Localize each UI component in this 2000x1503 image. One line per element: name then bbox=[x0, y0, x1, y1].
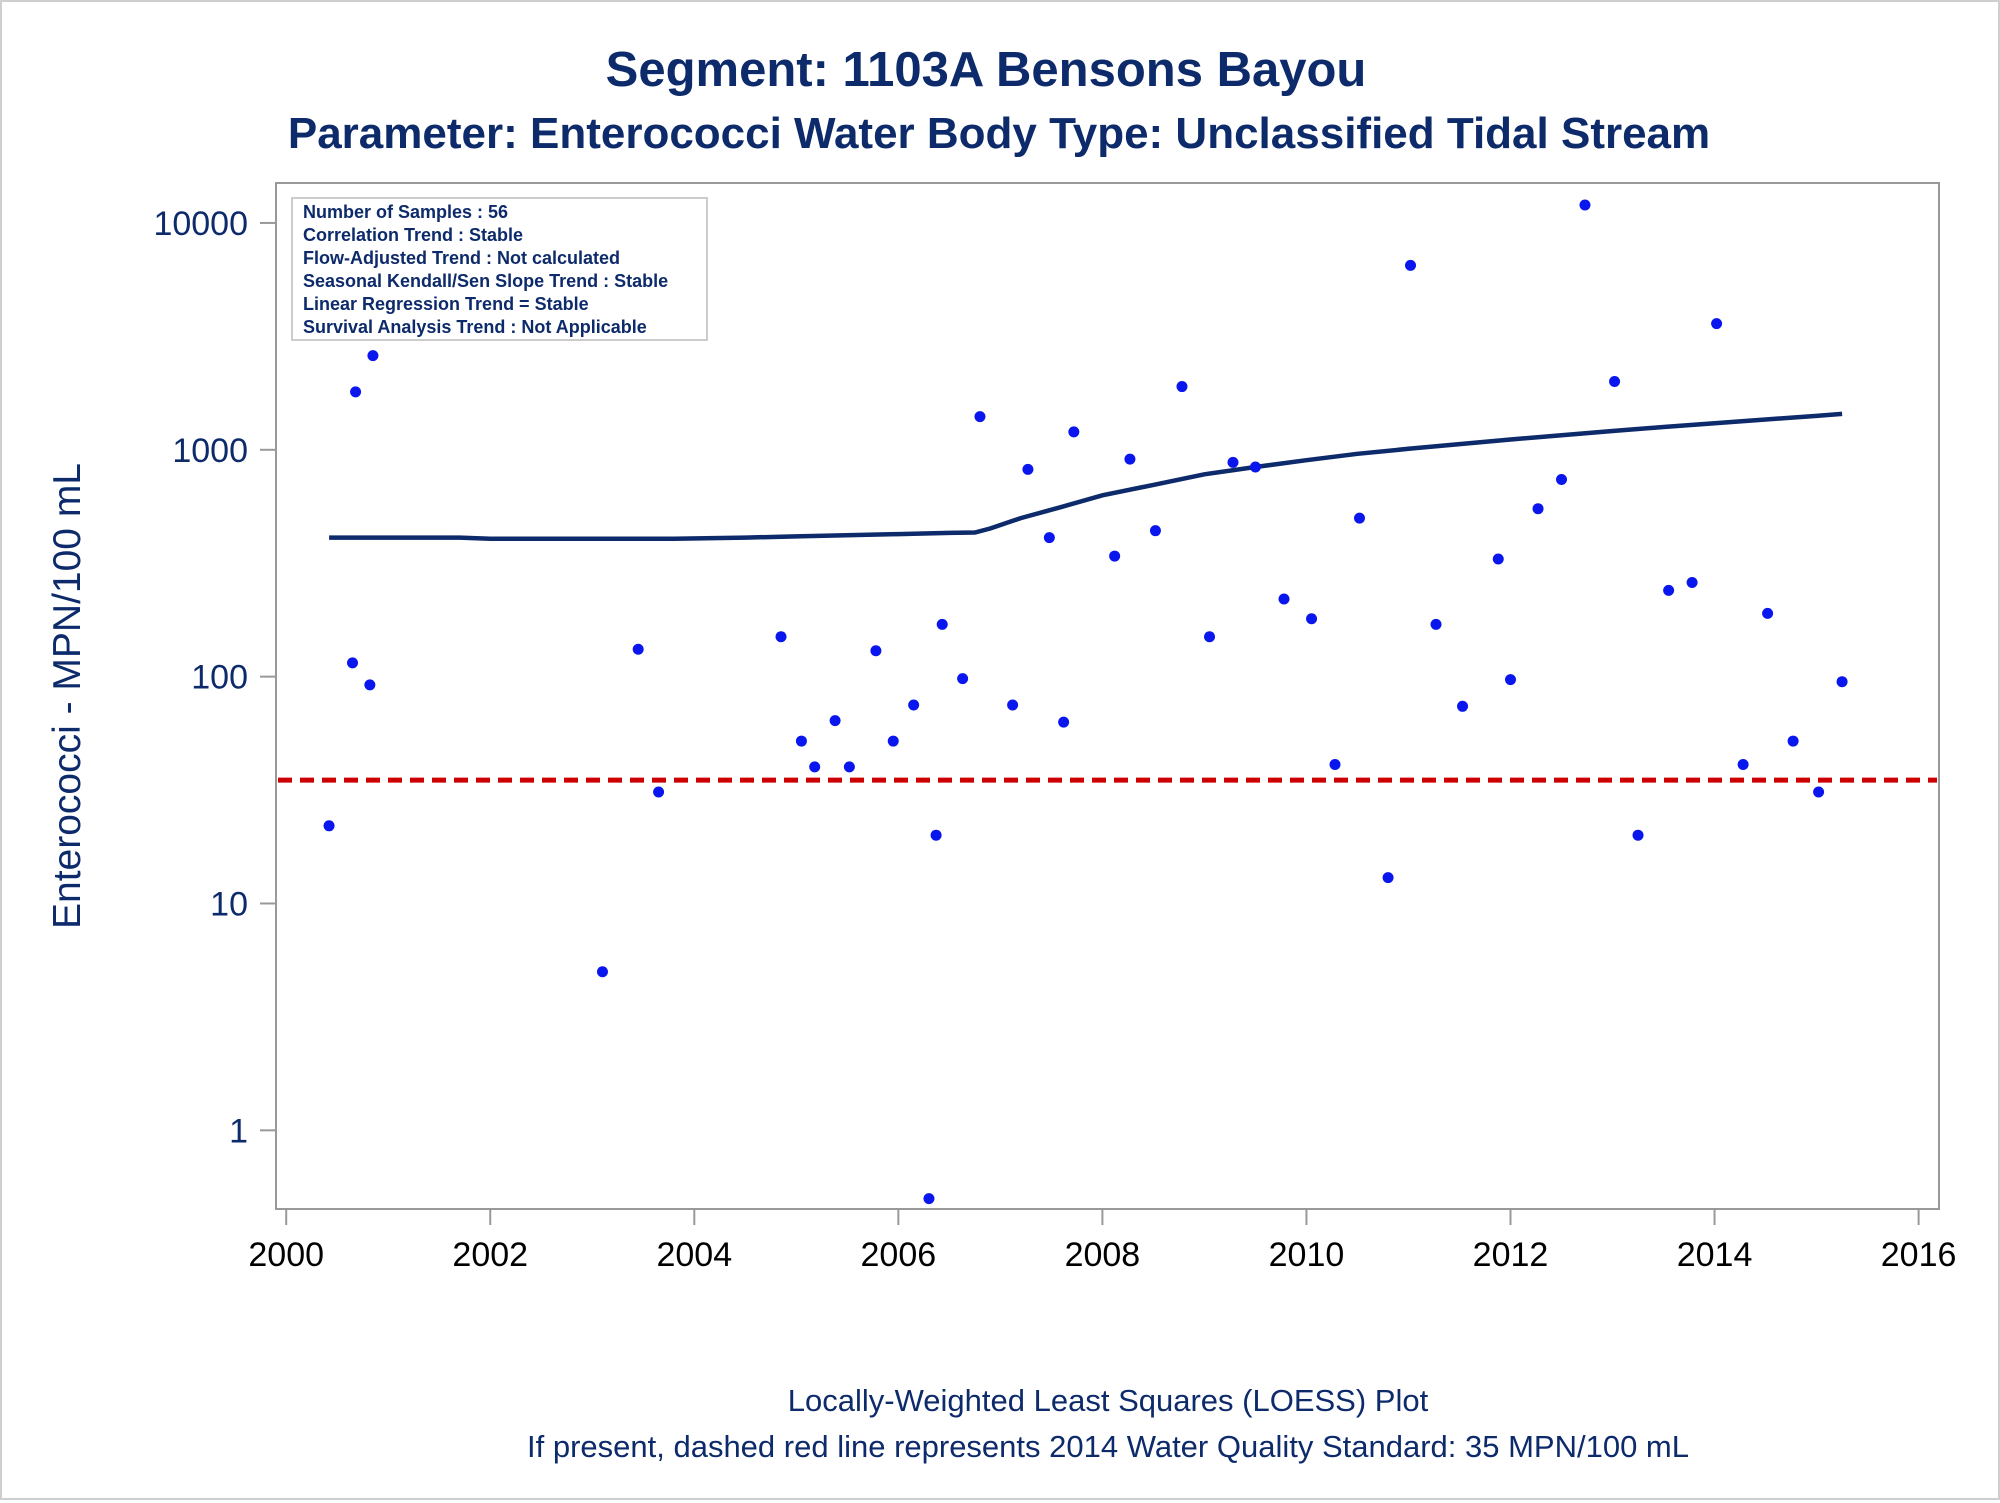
y-tick-label: 10 bbox=[210, 885, 248, 923]
data-point bbox=[1007, 699, 1019, 711]
x-tick-label: 2014 bbox=[1677, 1236, 1753, 1274]
data-point bbox=[1176, 381, 1188, 393]
stat-line-survival: Survival Analysis Trend : Not Applicable bbox=[303, 317, 647, 337]
stat-line-linear-regression: Linear Regression Trend = Stable bbox=[303, 294, 589, 314]
stat-line-correlation: Correlation Trend : Stable bbox=[303, 225, 523, 245]
y-axis-label: Enterococci - MPN/100 mL bbox=[46, 463, 89, 929]
data-point bbox=[632, 643, 644, 655]
stats-box-border bbox=[291, 197, 708, 341]
data-point bbox=[870, 645, 882, 657]
data-point bbox=[930, 829, 942, 841]
data-point bbox=[1204, 631, 1216, 643]
data-point bbox=[1382, 872, 1394, 884]
data-point bbox=[1762, 607, 1774, 619]
chart-title: Segment: 1103A Bensons Bayou bbox=[606, 43, 1367, 97]
data-point bbox=[887, 735, 899, 747]
data-point bbox=[957, 673, 969, 685]
data-point bbox=[323, 820, 335, 832]
data-point bbox=[1354, 512, 1366, 524]
data-point bbox=[1249, 461, 1261, 473]
data-point bbox=[775, 631, 787, 643]
data-point bbox=[1836, 676, 1848, 688]
data-points bbox=[323, 199, 1848, 1205]
data-point bbox=[1043, 532, 1055, 544]
x-tick-label: 2002 bbox=[452, 1236, 528, 1274]
loess-line bbox=[329, 411, 1843, 542]
chart-subtitle: Parameter: Enterococci Water Body Type: … bbox=[288, 109, 1710, 158]
data-point bbox=[1504, 674, 1516, 686]
data-point bbox=[1430, 618, 1442, 630]
data-point bbox=[1632, 829, 1644, 841]
data-point bbox=[596, 966, 608, 978]
stats-box: Number of Samples : 56 Correlation Trend… bbox=[291, 197, 708, 341]
x-axis: 2000 2002 2004 2006 2008 2010 2012 2014 2016 bbox=[248, 1209, 1956, 1274]
data-point bbox=[347, 657, 359, 669]
x-tick-label: 2004 bbox=[656, 1236, 732, 1274]
data-point bbox=[1609, 376, 1621, 388]
data-point bbox=[364, 679, 376, 691]
footnote-standard: If present, dashed red line represents 2… bbox=[527, 1429, 1689, 1464]
data-point bbox=[1457, 700, 1469, 712]
data-point bbox=[1058, 716, 1070, 728]
data-point bbox=[1306, 613, 1318, 625]
y-tick-label: 1 bbox=[229, 1112, 248, 1150]
data-point bbox=[923, 1193, 935, 1205]
y-axis: 1 10 100 1000 10000 bbox=[153, 205, 276, 1150]
x-tick-label: 2008 bbox=[1065, 1236, 1141, 1274]
data-point bbox=[843, 761, 855, 773]
data-point bbox=[1124, 453, 1136, 465]
data-point bbox=[1663, 584, 1675, 596]
stat-line-flow-adjusted: Flow-Adjusted Trend : Not calculated bbox=[303, 248, 620, 268]
data-point bbox=[350, 386, 362, 398]
data-point bbox=[367, 350, 379, 362]
x-tick-label: 2000 bbox=[248, 1236, 324, 1274]
y-tick-label: 100 bbox=[191, 659, 248, 697]
data-point bbox=[1329, 758, 1341, 770]
footnote-loess: Locally-Weighted Least Squares (LOESS) P… bbox=[788, 1383, 1429, 1418]
stat-line-samples: Number of Samples : 56 bbox=[303, 202, 508, 222]
y-tick-label: 10000 bbox=[153, 205, 248, 243]
stat-line-seasonal-kendall: Seasonal Kendall/Sen Slope Trend : Stabl… bbox=[303, 271, 668, 291]
data-point bbox=[1787, 735, 1799, 747]
data-point bbox=[1737, 758, 1749, 770]
data-point bbox=[1022, 463, 1034, 475]
data-point bbox=[908, 699, 920, 711]
data-point bbox=[1492, 553, 1504, 565]
data-point bbox=[1686, 577, 1698, 589]
plot-area bbox=[275, 182, 1940, 1210]
x-tick-label: 2006 bbox=[861, 1236, 937, 1274]
data-point bbox=[795, 735, 807, 747]
data-point bbox=[1109, 550, 1121, 562]
data-point bbox=[1711, 318, 1723, 330]
data-point bbox=[1278, 593, 1290, 605]
x-tick-label: 2010 bbox=[1269, 1236, 1345, 1274]
data-point bbox=[653, 786, 665, 798]
data-point bbox=[1532, 503, 1544, 515]
data-point bbox=[1813, 786, 1825, 798]
data-point bbox=[1405, 259, 1417, 271]
data-point bbox=[1227, 456, 1239, 468]
data-point bbox=[829, 715, 841, 727]
y-tick-label: 1000 bbox=[172, 432, 248, 470]
data-point bbox=[1579, 199, 1591, 211]
x-tick-label: 2016 bbox=[1881, 1236, 1957, 1274]
x-tick-label: 2012 bbox=[1473, 1236, 1549, 1274]
data-point bbox=[809, 761, 821, 773]
data-point bbox=[936, 618, 948, 630]
data-point bbox=[1149, 525, 1161, 537]
data-point bbox=[1556, 473, 1568, 485]
data-point bbox=[974, 411, 986, 423]
data-point bbox=[1068, 426, 1080, 438]
